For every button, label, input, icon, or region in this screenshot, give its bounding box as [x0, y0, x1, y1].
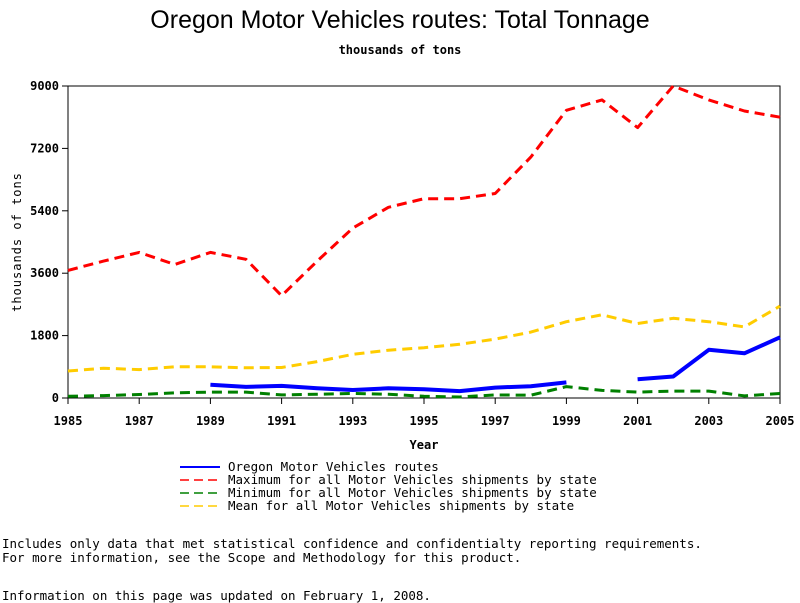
- series-line-2: [67, 385, 781, 399]
- series-line-0: [637, 335, 781, 382]
- y-tick-label: 5400: [30, 204, 59, 218]
- y-tick-label: 9000: [30, 79, 59, 93]
- legend-label-0: Oregon Motor Vehicles routes: [228, 459, 439, 474]
- chart-subtitle: thousands of tons: [338, 43, 462, 57]
- legend-label-2: Minimum for all Motor Vehicles shipments…: [228, 485, 597, 500]
- y-tick-label: 0: [52, 391, 59, 405]
- x-tick-label: 1999: [552, 414, 581, 428]
- x-tick-label: 2005: [766, 414, 795, 428]
- series-line-3: [67, 304, 781, 373]
- series-line-0: [210, 380, 567, 394]
- x-axis-label: Year: [410, 438, 439, 452]
- x-tick-label: 1989: [196, 414, 225, 428]
- series-line-1: [67, 84, 781, 298]
- x-tick-label: 2003: [694, 414, 723, 428]
- axes: 0 1800 3600 5400 7200 9000 1985 1987 1989 1991 199…: [30, 79, 794, 428]
- plot-frame: [67, 85, 781, 399]
- x-tick-label: 1985: [54, 414, 83, 428]
- legend-label-1: Maximum for all Motor Vehicles shipments…: [228, 472, 597, 487]
- footnote-confidence: Includes only data that met statistical …: [2, 536, 702, 551]
- footnote-updated: Information on this page was updated on …: [2, 588, 431, 603]
- y-axis-label: thousands of tons: [10, 172, 24, 312]
- y-tick-label: 7200: [30, 141, 59, 155]
- y-tick-label: 1800: [30, 329, 59, 343]
- footnote-methodology: For more information, see the Scope and …: [2, 550, 522, 565]
- chart-title: Oregon Motor Vehicles routes: Total Tonn…: [150, 6, 650, 34]
- x-tick-label: 1993: [338, 414, 367, 428]
- x-tick-label: 2001: [623, 414, 652, 428]
- x-tick-label: 1997: [481, 414, 510, 428]
- x-tick-label: 1995: [410, 414, 439, 428]
- x-tick-label: 1987: [125, 414, 154, 428]
- legend-label-3: Mean for all Motor Vehicles shipments by…: [228, 498, 574, 513]
- x-tick-label: 1991: [267, 414, 296, 428]
- series-layer: [67, 84, 781, 399]
- y-tick-label: 3600: [30, 266, 59, 280]
